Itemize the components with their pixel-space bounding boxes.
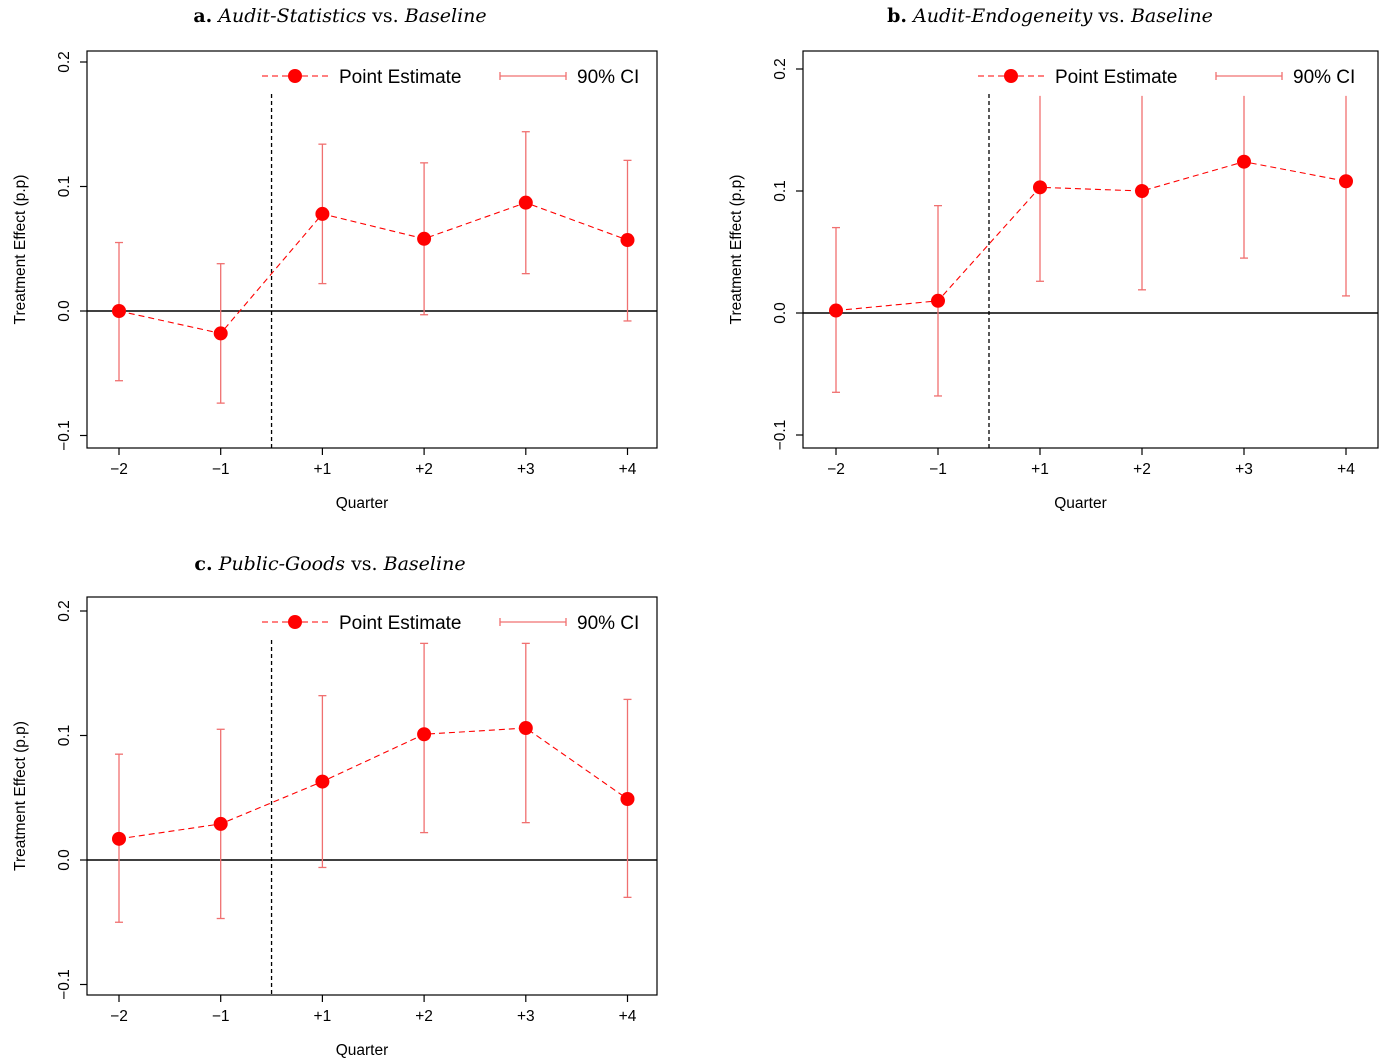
point-estimate: [620, 233, 635, 248]
y-axis-label: Treatment Effect (p.p): [728, 175, 745, 325]
legend-point-marker: [1004, 69, 1018, 83]
x-axis-label: Quarter: [1054, 495, 1107, 512]
x-tick-label: +1: [314, 1008, 332, 1025]
title-part: Public-Goods: [218, 553, 346, 575]
legend-background: [252, 56, 652, 94]
point-estimate: [213, 816, 228, 831]
point-estimate: [1135, 184, 1149, 198]
title-part: Audit-Endogeneity: [911, 5, 1093, 27]
point-estimate: [518, 721, 533, 736]
panel-3: c. Public-Goods vs. Baseline −0.1 0.0 0.1 0.…: [12, 553, 658, 1059]
y-axis-label: Treatment Effect (p.p): [12, 175, 29, 325]
x-tick-label: −1: [212, 1008, 230, 1025]
point-estimate: [829, 303, 843, 318]
y-tick-label: 0.2: [772, 58, 789, 80]
point-estimate: [518, 195, 533, 210]
point-estimate: [1237, 154, 1251, 169]
point-estimate: [315, 206, 330, 221]
x-tick-label: +2: [415, 461, 433, 478]
legend: Point Estimate 90% CI: [252, 602, 652, 640]
legend: Point Estimate 90% CI: [968, 56, 1373, 94]
legend-background: [968, 56, 1373, 94]
legend-point-label: Point Estimate: [339, 67, 462, 88]
title-part: Baseline: [404, 5, 487, 27]
point-estimate: [315, 774, 330, 789]
y-tick-label: 0.0: [772, 302, 789, 324]
legend-ci-label: 90% CI: [1293, 67, 1355, 88]
y-tick-label: 0.1: [56, 725, 73, 747]
title-part: vs.: [366, 5, 405, 27]
legend-background: [252, 602, 652, 640]
point-estimate: [931, 293, 945, 308]
x-tick-label: +1: [1031, 461, 1049, 478]
y-tick-label: −0.1: [56, 420, 73, 451]
point-estimate: [620, 791, 635, 806]
y-tick-label: 0.1: [772, 180, 789, 202]
y-axis-label: Treatment Effect (p.p): [12, 721, 29, 871]
plot-frame: [86, 596, 658, 996]
y-tick-label: 0.0: [56, 300, 73, 322]
plot-frame: [86, 50, 658, 449]
plot-frame: [802, 50, 1379, 449]
point-estimate: [1033, 180, 1047, 195]
title-part: Audit-Statistics: [216, 5, 366, 27]
x-axis-label: Quarter: [336, 1042, 389, 1059]
y-tick-label: 0.0: [56, 849, 73, 871]
legend: Point Estimate 90% CI: [252, 56, 652, 94]
x-tick-label: +2: [415, 1008, 433, 1025]
point-estimate: [1339, 174, 1353, 189]
panel-title: b. Audit-Endogeneity vs. Baseline: [887, 5, 1213, 27]
y-tick-label: 0.1: [56, 176, 73, 198]
legend-point-label: Point Estimate: [1055, 67, 1178, 88]
estimate-line: [118, 202, 628, 335]
legend-point-label: Point Estimate: [339, 613, 462, 634]
panel-2: b. Audit-Endogeneity vs. Baseline −0.1 0.0…: [728, 5, 1379, 512]
title-part: Baseline: [1130, 5, 1213, 27]
legend-point-marker: [288, 615, 302, 629]
point-estimate: [112, 304, 126, 318]
title-part: Baseline: [383, 553, 466, 575]
x-tick-label: +3: [1235, 461, 1253, 478]
legend-ci-label: 90% CI: [577, 67, 639, 88]
x-tick-label: +4: [619, 1008, 637, 1025]
x-axis-label: Quarter: [336, 495, 389, 512]
y-tick-label: −0.1: [56, 969, 73, 1000]
x-tick-label: −2: [827, 461, 845, 478]
panel-label: c.: [194, 553, 212, 575]
x-tick-label: −2: [110, 461, 128, 478]
x-tick-label: +3: [517, 1008, 535, 1025]
x-tick-label: −2: [110, 1008, 128, 1025]
point-estimate: [112, 831, 126, 846]
x-tick-label: −1: [212, 461, 230, 478]
title-part: vs.: [345, 553, 384, 575]
x-tick-label: +4: [1337, 461, 1355, 478]
point-estimate: [213, 326, 228, 341]
panel-title: c. Public-Goods vs. Baseline: [194, 553, 465, 575]
x-tick-label: +4: [619, 461, 637, 478]
legend-ci-label: 90% CI: [577, 613, 639, 634]
y-tick-label: 0.2: [56, 600, 73, 622]
point-estimate: [417, 231, 432, 246]
estimate-line: [835, 161, 1347, 312]
panel-title: a. Audit-Statistics vs. Baseline: [193, 5, 486, 27]
x-tick-label: +1: [314, 461, 332, 478]
panel-1: a. Audit-Statistics vs. Baseline −0.1 0.0 0…: [12, 5, 658, 512]
title-part: vs.: [1092, 5, 1131, 27]
panel-label: a.: [193, 5, 212, 27]
y-tick-label: 0.2: [56, 51, 73, 73]
x-tick-label: −1: [929, 461, 947, 478]
x-tick-label: +3: [517, 461, 535, 478]
x-tick-label: +2: [1133, 461, 1151, 478]
point-estimate: [417, 727, 432, 742]
panel-label: b.: [887, 5, 907, 27]
estimate-line: [118, 727, 628, 840]
y-tick-label: −0.1: [772, 420, 789, 451]
legend-point-marker: [288, 69, 302, 83]
